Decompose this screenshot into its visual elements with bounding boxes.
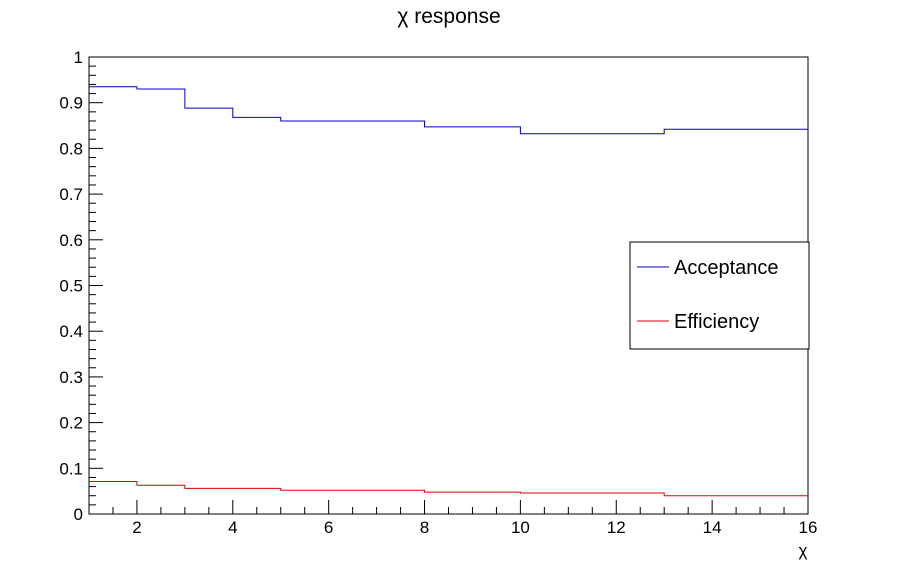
series-line-acceptance — [89, 86, 808, 135]
x-tick-label-2: 6 — [324, 518, 333, 537]
chart-title: χ response — [397, 5, 500, 28]
y-tick-label-6: 0.6 — [59, 231, 83, 250]
y-tick-label-7: 0.7 — [59, 185, 83, 204]
y-tick-label-9: 0.9 — [59, 94, 83, 113]
series-line-efficiency — [89, 481, 808, 497]
y-tick-label-5: 0.5 — [59, 277, 83, 296]
y-tick-label-8: 0.8 — [59, 139, 83, 158]
x-tick-label-7: 16 — [799, 518, 818, 537]
y-tick-label-0: 0 — [74, 505, 83, 524]
y-tick-label-2: 0.2 — [59, 414, 83, 433]
y-tick-label-3: 0.3 — [59, 368, 83, 387]
x-tick-label-3: 8 — [420, 518, 429, 537]
legend-box — [629, 241, 810, 350]
legend-label-acceptance: Acceptance — [674, 257, 779, 279]
x-tick-label-6: 14 — [703, 518, 722, 537]
minor-ticks — [88, 65, 785, 514]
y-tick-label-4: 0.4 — [59, 322, 83, 341]
series-layer — [89, 86, 808, 497]
legend-label-efficiency: Efficiency — [674, 311, 759, 333]
x-axis-label: χ — [799, 541, 808, 560]
x-tick-label-0: 2 — [132, 518, 141, 537]
y-tick-label-1: 0.1 — [59, 459, 83, 478]
x-axis: 2 4 6 8 10 12 14 16 — [132, 500, 817, 537]
x-tick-label-5: 12 — [607, 518, 626, 537]
x-tick-label-1: 4 — [228, 518, 237, 537]
y-tick-label-10: 1 — [74, 48, 83, 67]
legend: Acceptance Efficiency — [629, 241, 810, 350]
y-axis: 0 0.1 0.2 0.3 0.4 0.5 0.6 0.7 0.8 0.9 1 — [59, 48, 103, 524]
x-tick-label-4: 10 — [511, 518, 530, 537]
